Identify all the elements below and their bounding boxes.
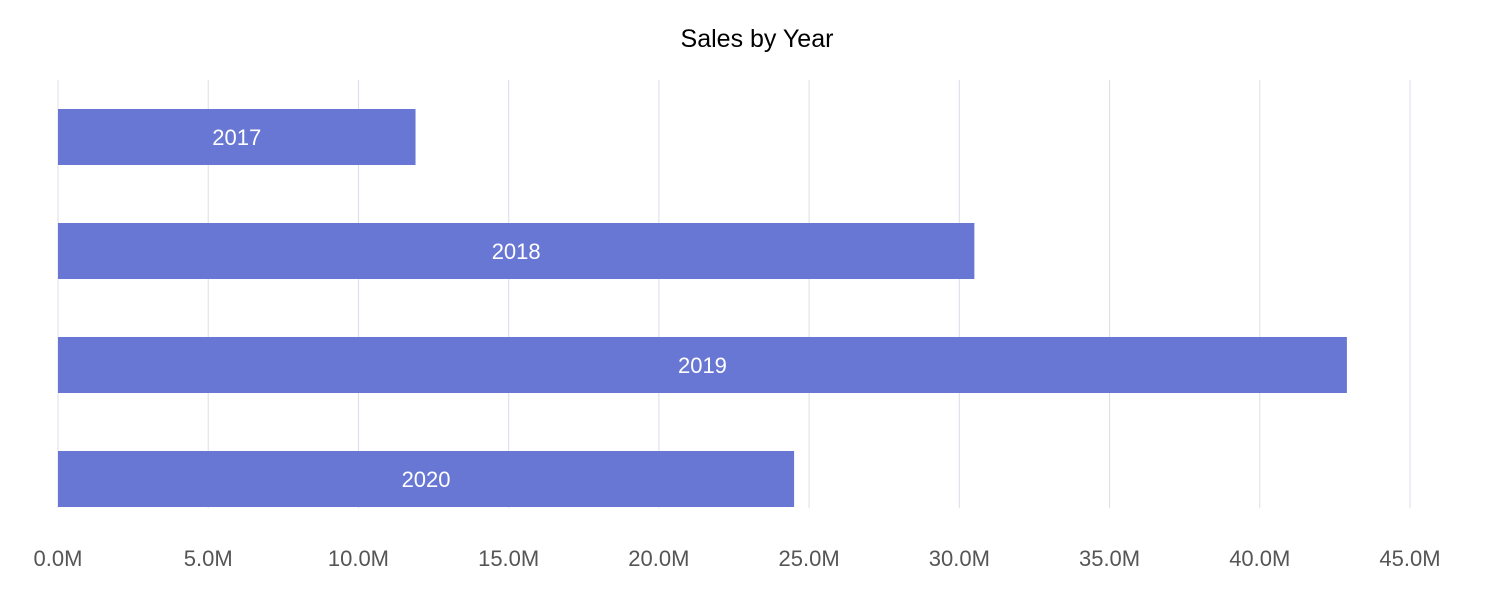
bar-category-label: 2017: [212, 125, 261, 150]
bar-2017[interactable]: [58, 109, 416, 165]
x-tick-label: 40.0M: [1229, 546, 1290, 571]
x-tick-label: 35.0M: [1079, 546, 1140, 571]
x-tick-label: 0.0M: [34, 546, 83, 571]
bar-category-label: 2020: [402, 467, 451, 492]
bars: 2017 2018 2019 2020: [58, 109, 1347, 507]
x-tick-label: 25.0M: [779, 546, 840, 571]
x-axis-ticks: 0.0M 5.0M 10.0M 15.0M 20.0M 25.0M 30.0M 35.0M 40…: [34, 546, 1441, 571]
x-tick-label: 20.0M: [628, 546, 689, 571]
chart-title: Sales by Year: [681, 25, 834, 53]
x-tick-label: 45.0M: [1379, 546, 1440, 571]
x-tick-label: 10.0M: [328, 546, 389, 571]
bar-2020[interactable]: [58, 451, 795, 507]
bar-category-label: 2019: [678, 353, 727, 378]
x-tick-label: 15.0M: [478, 546, 539, 571]
x-tick-label: 30.0M: [929, 546, 990, 571]
x-tick-label: 5.0M: [184, 546, 233, 571]
bar-2018[interactable]: [58, 223, 975, 279]
bar-category-label: 2018: [492, 239, 541, 264]
bar-2019[interactable]: [58, 337, 1347, 393]
